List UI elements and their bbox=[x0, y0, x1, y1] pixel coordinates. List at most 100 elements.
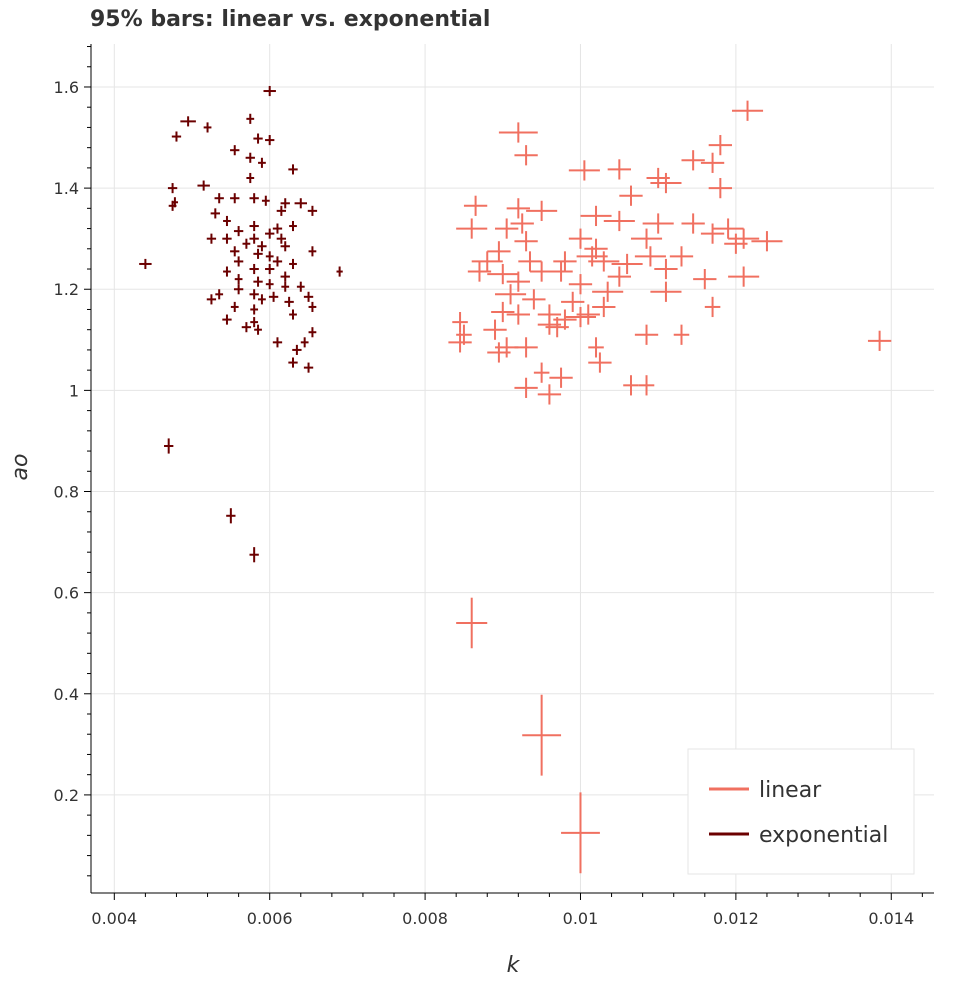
exponential-point bbox=[253, 276, 263, 287]
exponential-point bbox=[265, 228, 275, 239]
linear-point bbox=[728, 228, 760, 249]
linear-point bbox=[553, 251, 577, 272]
y-tick-label: 0.8 bbox=[54, 483, 79, 502]
exponential-point bbox=[292, 344, 302, 355]
linear-point bbox=[491, 301, 515, 323]
linear-point bbox=[561, 291, 585, 312]
legend-label-linear: linear bbox=[759, 778, 822, 803]
linear-point bbox=[708, 177, 732, 199]
exponential-point bbox=[249, 220, 259, 232]
linear-point bbox=[483, 319, 507, 340]
exponential-point bbox=[253, 248, 263, 259]
exponential-point bbox=[258, 294, 266, 305]
legend: linear exponential bbox=[687, 748, 915, 875]
exponential-point bbox=[249, 263, 259, 275]
linear-point bbox=[700, 223, 725, 244]
linear-point bbox=[456, 597, 488, 649]
linear-point bbox=[634, 246, 666, 267]
y-tick-label: 0.2 bbox=[54, 786, 79, 805]
y-tick-label: 0.4 bbox=[54, 685, 79, 704]
linear-point bbox=[592, 296, 616, 318]
linear-point bbox=[526, 200, 558, 221]
exponential-point bbox=[230, 246, 240, 257]
linear-point bbox=[448, 332, 472, 353]
exponential-point bbox=[336, 266, 343, 277]
linear-point bbox=[638, 375, 655, 396]
linear-point bbox=[533, 362, 550, 383]
linear-point bbox=[514, 377, 538, 398]
exponential-point bbox=[280, 241, 290, 252]
exponential-point bbox=[249, 193, 259, 204]
linear-point bbox=[731, 100, 764, 121]
exponential-point bbox=[258, 157, 266, 168]
x-tick-label: 0.01 bbox=[563, 909, 599, 928]
exponential-point bbox=[308, 246, 317, 257]
exponential-point bbox=[288, 164, 298, 175]
exponential-point bbox=[268, 291, 279, 302]
exponential-point bbox=[223, 266, 231, 277]
exponential-point bbox=[265, 279, 274, 290]
linear-point bbox=[704, 296, 721, 318]
linear-point bbox=[654, 258, 678, 280]
linear-point bbox=[487, 263, 519, 285]
linear-point bbox=[580, 205, 612, 227]
linear-point bbox=[619, 185, 643, 206]
x-tick-label: 0.004 bbox=[91, 909, 137, 928]
exponential-point bbox=[245, 152, 255, 163]
y-tick-label: 1 bbox=[69, 381, 79, 400]
y-axis-label: ao bbox=[8, 454, 33, 481]
linear-point bbox=[751, 231, 783, 252]
grid bbox=[91, 44, 934, 893]
exponential-point bbox=[230, 193, 240, 204]
y-tick-label: 1.2 bbox=[54, 280, 79, 299]
linear-point bbox=[506, 198, 530, 219]
data-marks bbox=[139, 85, 892, 874]
exponential-point bbox=[289, 258, 297, 270]
linear-point bbox=[588, 337, 604, 358]
axes: 0.004 0.006 0.008 0.01 0.012 0.014 0.2 0.4 0.6 0.… bbox=[54, 44, 934, 928]
linear-point bbox=[514, 337, 538, 358]
linear-point bbox=[495, 284, 527, 305]
linear-point bbox=[681, 213, 705, 234]
linear-point bbox=[545, 317, 569, 338]
exponential-point bbox=[296, 281, 305, 292]
legend-box bbox=[687, 748, 915, 875]
exponential-point bbox=[241, 322, 252, 333]
linear-point bbox=[487, 241, 511, 262]
exponential-point bbox=[139, 258, 152, 270]
exponential-point bbox=[206, 294, 217, 305]
linear-point bbox=[522, 694, 562, 776]
linear-point bbox=[681, 150, 705, 171]
exponential-point bbox=[254, 324, 262, 335]
exponential-point bbox=[233, 256, 244, 267]
linear-point bbox=[588, 352, 612, 373]
exponential-point bbox=[222, 314, 232, 325]
exponential-point bbox=[272, 223, 283, 234]
exponential-point bbox=[164, 438, 174, 454]
exponential-point bbox=[272, 256, 283, 267]
linear-point bbox=[498, 122, 538, 143]
exponential-point bbox=[226, 508, 236, 524]
exponential-point bbox=[265, 135, 275, 146]
linear-point bbox=[495, 218, 519, 239]
exponential-point bbox=[249, 289, 259, 300]
linear-point bbox=[712, 218, 744, 239]
linear-point bbox=[471, 251, 503, 272]
linear-point bbox=[634, 324, 659, 345]
linear-point bbox=[607, 266, 631, 287]
exponential-point bbox=[250, 304, 259, 315]
exponential-point bbox=[280, 198, 290, 209]
exponential-point bbox=[210, 208, 220, 219]
exponential-point bbox=[308, 301, 317, 312]
exponential-point bbox=[303, 362, 314, 373]
linear-point bbox=[650, 281, 682, 302]
linear-point bbox=[452, 311, 468, 333]
linear-point bbox=[576, 246, 608, 267]
exponential-point bbox=[249, 233, 259, 244]
linear-point bbox=[724, 233, 748, 254]
linear-point bbox=[700, 152, 725, 173]
linear-point bbox=[549, 367, 573, 388]
y-tick-label: 0.6 bbox=[54, 584, 79, 603]
exponential-point bbox=[230, 301, 239, 312]
exponential-point bbox=[303, 291, 314, 302]
